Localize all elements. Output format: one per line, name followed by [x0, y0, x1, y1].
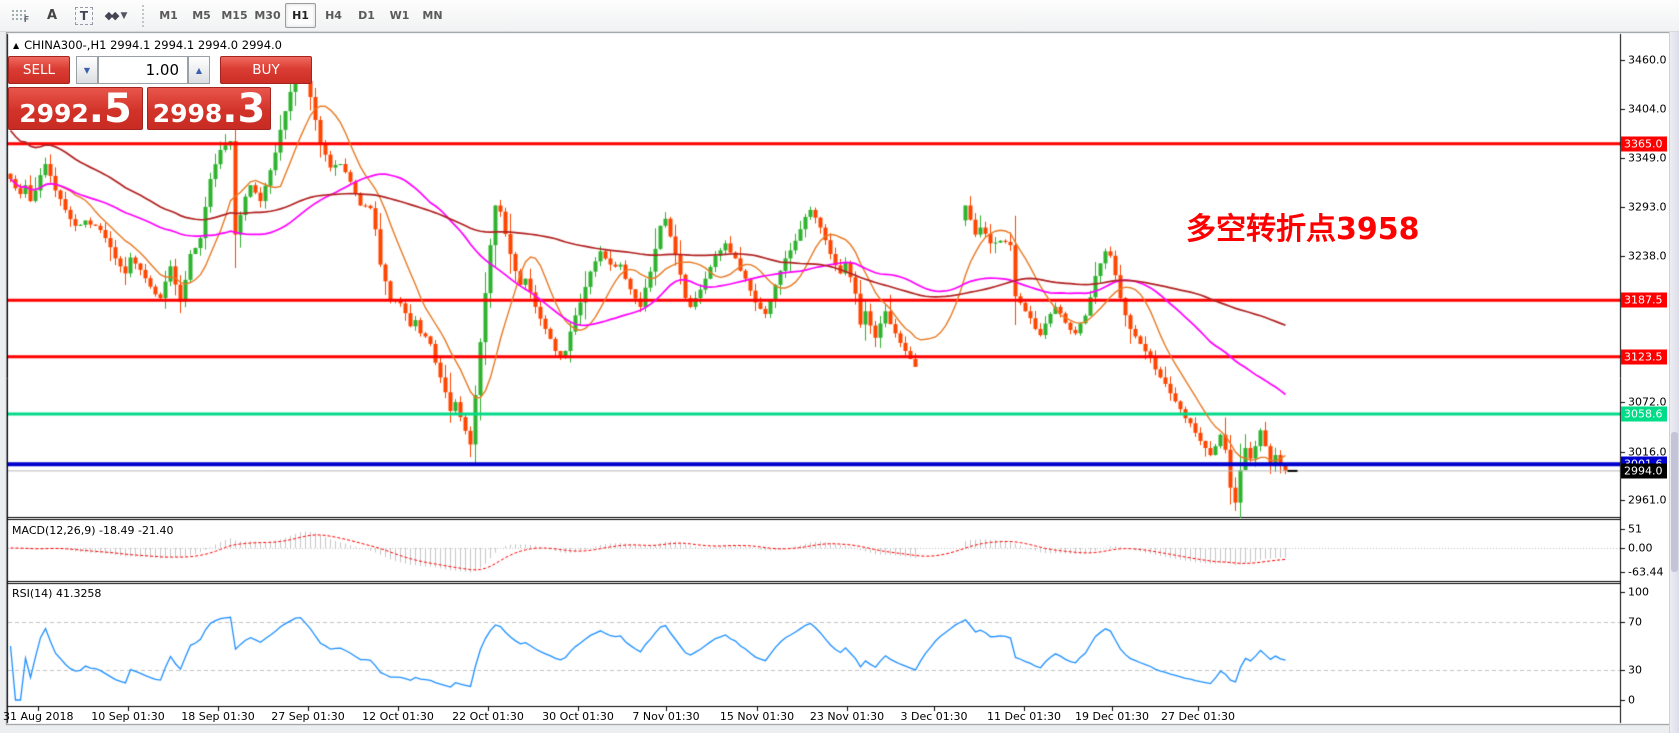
- rsi-axis-label: 70: [1628, 615, 1642, 629]
- time-axis-label: 19 Dec 01:30: [1075, 710, 1149, 723]
- price-tick-label: 3016.0: [1628, 445, 1667, 458]
- timeframe-bar: M1 M5 M15 M30 H1 H4 D1 W1 MN: [152, 3, 449, 28]
- time-axis-label: 12 Oct 01:30: [362, 710, 434, 723]
- toolbar: F A T ◆◆ ▼ M1 M5 M15 M30 H1 H4 D1 W1 MN: [0, 0, 1679, 32]
- vertical-scrollbar[interactable]: [1669, 32, 1679, 733]
- toolbar-separator: [142, 4, 144, 27]
- price-tick-label: 3238.0: [1628, 249, 1667, 263]
- timeframe-button-m30[interactable]: M30: [254, 9, 281, 22]
- price-line-badge: 3123.5: [1621, 349, 1667, 365]
- t-glyph: T: [74, 6, 94, 25]
- price-line-badge: 3187.5: [1621, 292, 1667, 308]
- time-axis-label: 3 Dec 01:30: [900, 710, 968, 723]
- timeframe-button-m1[interactable]: M1: [159, 9, 178, 22]
- timeframe-button-m5[interactable]: M5: [192, 9, 211, 22]
- bid-price-box[interactable]: 2992 .5: [8, 87, 143, 130]
- price-line-badge: 3365.0: [1621, 136, 1667, 152]
- sell-button[interactable]: SELL: [8, 56, 70, 84]
- rsi-axis-label: 30: [1628, 663, 1642, 677]
- expand-triangle-icon[interactable]: ▲: [13, 41, 20, 50]
- chart-text-annotation[interactable]: 多空转折点3958: [1186, 212, 1420, 247]
- time-axis-label: 18 Sep 01:30: [181, 710, 255, 723]
- buy-button[interactable]: BUY: [220, 56, 312, 84]
- ask-price-box[interactable]: 2998 .3: [147, 87, 271, 130]
- f-grid-icon[interactable]: F: [7, 4, 33, 28]
- rsi-indicator-label: RSI(14) 41.3258: [12, 587, 102, 600]
- one-click-trading-panel: SELL ▼ ▲ BUY 2992 .5 2998 .3: [8, 56, 312, 130]
- price-line-badge: 2994.0: [1621, 463, 1667, 479]
- price-tick-label: 3460.0: [1628, 53, 1667, 67]
- price-line-badge: 3058.6: [1621, 406, 1667, 422]
- time-axis-label: 31 Aug 2018: [3, 710, 74, 723]
- volume-increase-button[interactable]: ▲: [188, 56, 210, 84]
- diamonds-glyph: ◆◆: [104, 9, 120, 22]
- timeframe-button-mn[interactable]: MN: [422, 9, 443, 22]
- price-tick-label: 3072.0: [1628, 395, 1667, 409]
- symbol-ohlc-title: CHINA300-,H1 2994.1 2994.1 2994.0 2994.0: [24, 38, 282, 52]
- letter-a-icon[interactable]: A: [46, 8, 58, 23]
- price-tick-label: 3293.0: [1628, 200, 1667, 214]
- timeframe-button-h1[interactable]: H1: [285, 3, 316, 28]
- f-label: F: [23, 15, 30, 24]
- dropdown-caret-icon[interactable]: ▼: [120, 10, 128, 21]
- rsi-axis-label: 100: [1628, 585, 1649, 599]
- time-axis-label: 15 Nov 01:30: [719, 710, 795, 723]
- timeframe-button-d1[interactable]: D1: [358, 9, 375, 22]
- bid-main-digits: 2992: [19, 99, 89, 128]
- boxed-t-icon[interactable]: T: [71, 4, 97, 28]
- dot-grid-icon: [10, 9, 26, 22]
- time-axis-label: 22 Oct 01:30: [452, 710, 524, 723]
- cycles-icon[interactable]: ◆◆ ▼: [103, 4, 129, 28]
- ask-main-digits: 2998: [152, 99, 223, 128]
- time-axis-label: 11 Dec 01:30: [987, 710, 1061, 723]
- time-axis-label: 30 Oct 01:30: [542, 710, 614, 723]
- timeframe-button-m15[interactable]: M15: [221, 9, 248, 22]
- price-tick-label: 3404.0: [1628, 102, 1667, 116]
- timeframe-button-h4[interactable]: H4: [325, 9, 342, 22]
- bid-fraction-digit: .5: [88, 86, 132, 133]
- macd-axis-label: 0.00: [1628, 541, 1653, 555]
- chart-title[interactable]: ▲ CHINA300-,H1 2994.1 2994.1 2994.0 2994.…: [13, 38, 282, 52]
- volume-input[interactable]: [98, 56, 188, 84]
- macd-axis-label: 51: [1628, 522, 1642, 536]
- time-axis-label: 27 Sep 01:30: [271, 710, 345, 723]
- time-axis-label: 27 Dec 01:30: [1161, 710, 1235, 723]
- ask-fraction-digit: .3: [222, 86, 266, 133]
- price-tick-label: 2961.0: [1628, 493, 1667, 507]
- volume-decrease-button[interactable]: ▼: [76, 56, 98, 84]
- macd-indicator-label: MACD(12,26,9) -18.49 -21.40: [12, 524, 174, 537]
- rsi-axis-label: 0: [1628, 693, 1635, 707]
- scrollbar-thumb[interactable]: [1671, 432, 1678, 572]
- time-axis-label: 23 Nov 01:30: [809, 710, 885, 723]
- price-tick-label: 3349.0: [1628, 151, 1667, 165]
- macd-axis-label: -63.44: [1628, 565, 1664, 579]
- time-axis-label: 10 Sep 01:30: [91, 710, 165, 723]
- timeframe-button-w1[interactable]: W1: [389, 9, 410, 22]
- time-axis-label: 7 Nov 01:30: [632, 710, 700, 723]
